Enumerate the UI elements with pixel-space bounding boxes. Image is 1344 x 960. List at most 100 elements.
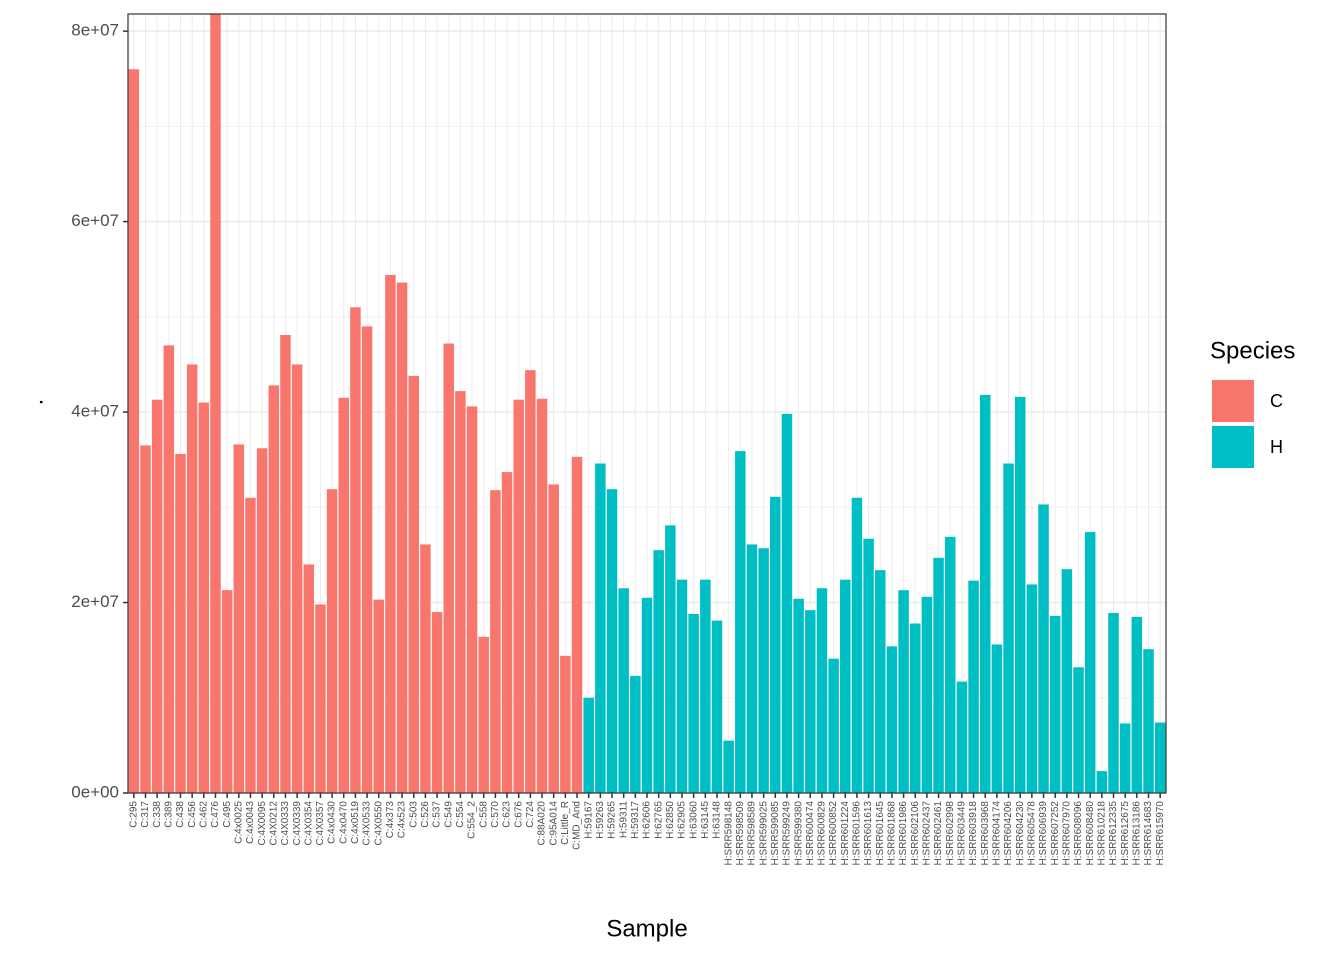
x-tick-label: H:SRR604174 [992,801,1003,866]
bar [1108,613,1119,793]
x-tick-label: C:MD_And [572,801,583,850]
x-tick-label: H:SRR606939 [1038,801,1049,866]
bar [921,596,933,793]
x-tick-label: C:4X0533 [362,801,373,846]
bar [525,370,536,793]
x-tick-label: H:SRR601596 [852,801,863,866]
x-tick-label: C:526 [420,801,431,828]
x-tick-label: H:SRR598148 [723,801,734,866]
x-tick-label: H:SRR615970 [1155,801,1166,866]
bar [396,282,408,793]
x-tick-label: C:4X0339 [292,801,303,846]
x-tick-label: H:63145 [700,801,711,839]
x-tick-label: H:SRR612675 [1120,801,1131,866]
bar [210,14,221,793]
x-tick-label: H:59265 [607,801,618,839]
x-tick-label: C:558 [478,801,489,828]
bar [1119,723,1131,793]
x-tick-label: C:4x373 [385,801,396,839]
x-tick-label: H:SRR598589 [747,801,758,866]
x-tick-label: H:SRR599025 [758,801,769,866]
bars [128,14,1166,793]
x-tick-label: H:63060 [688,801,699,839]
x-tick-label: H:SRR602106 [910,801,921,866]
x-tick-label: C:4x0025 [233,801,244,844]
bar [1061,569,1073,793]
x-tick-label: H:SRR602998 [945,801,956,866]
x-tick-label: C:554 [455,801,466,828]
bar [991,644,1003,793]
y-tick-label: 0e+00 [71,782,119,801]
y-axis-title: . [21,399,48,406]
bar [560,655,571,793]
x-tick-label: H:SRR604206 [1003,801,1014,866]
bar [466,406,478,793]
y-tick-label: 8e+07 [71,21,119,40]
bar [863,538,874,793]
bar [700,579,711,793]
x-tick-label: H:SRR605478 [1027,801,1038,866]
bar [128,69,140,793]
bar [350,307,361,793]
bar [420,544,431,793]
bar [968,580,979,793]
x-tick-label: H:SRR601868 [887,801,898,866]
bar [583,697,594,793]
x-tick-label: H:SRR608096 [1073,801,1084,866]
bar [315,604,326,793]
bar [956,681,968,793]
bar [630,675,641,793]
x-tick-label: H:SRR600852 [828,801,839,866]
bar [221,590,233,793]
x-tick-label: C:4X0212 [268,801,279,846]
x-tick-label: H:SRR613186 [1131,801,1142,866]
bar [979,394,991,793]
bar [641,597,653,793]
bar [805,610,816,793]
x-tick-label: C:537 [432,801,443,828]
bar [851,497,863,793]
x-tick-label: H:63148 [712,801,723,839]
bar [944,536,956,793]
bar [373,599,385,793]
x-tick-label: H:SRR598509 [735,801,746,866]
x-tick-label: H:SRR608480 [1085,801,1096,866]
x-tick-label: H:62606 [642,801,653,839]
x-tick-label: C:4X0354 [303,801,314,846]
x-tick-label: H:SRR599249 [782,801,793,866]
x-tick-label: H:SRR599085 [770,801,781,866]
x-tick-label: H:SRR602437 [922,801,933,866]
bar [443,343,454,793]
bar [1084,532,1096,793]
bar [1096,771,1108,793]
bar [186,364,198,793]
bar [478,636,489,793]
bar [886,646,898,793]
x-tick-label: C:317 [140,801,151,828]
x-tick-label: C:4X0333 [280,801,291,846]
bar [268,385,280,793]
x-tick-label: H:SRR601224 [840,801,851,866]
bar [1154,722,1166,793]
bar [816,588,828,793]
bar [606,489,618,793]
x-tick-label: C:462 [198,801,209,828]
x-tick-label: C:95A014 [548,801,559,846]
bar [198,402,210,793]
x-tick-label: H:62905 [677,801,688,839]
legend-key [1212,426,1254,468]
bar [175,453,186,793]
bar [793,598,804,793]
bar [828,658,839,793]
legend-title: Species [1210,337,1295,364]
x-tick-label: C:Little_R [560,801,571,845]
bar [303,564,315,793]
x-tick-label: C:295 [128,801,139,828]
bar [758,548,769,793]
x-tick-label: H:SRR600474 [805,801,816,866]
x-tick-label: H:SRR603968 [980,801,991,866]
bar [571,456,583,793]
bar [291,364,303,793]
bar [688,613,699,793]
bar [1143,649,1154,793]
